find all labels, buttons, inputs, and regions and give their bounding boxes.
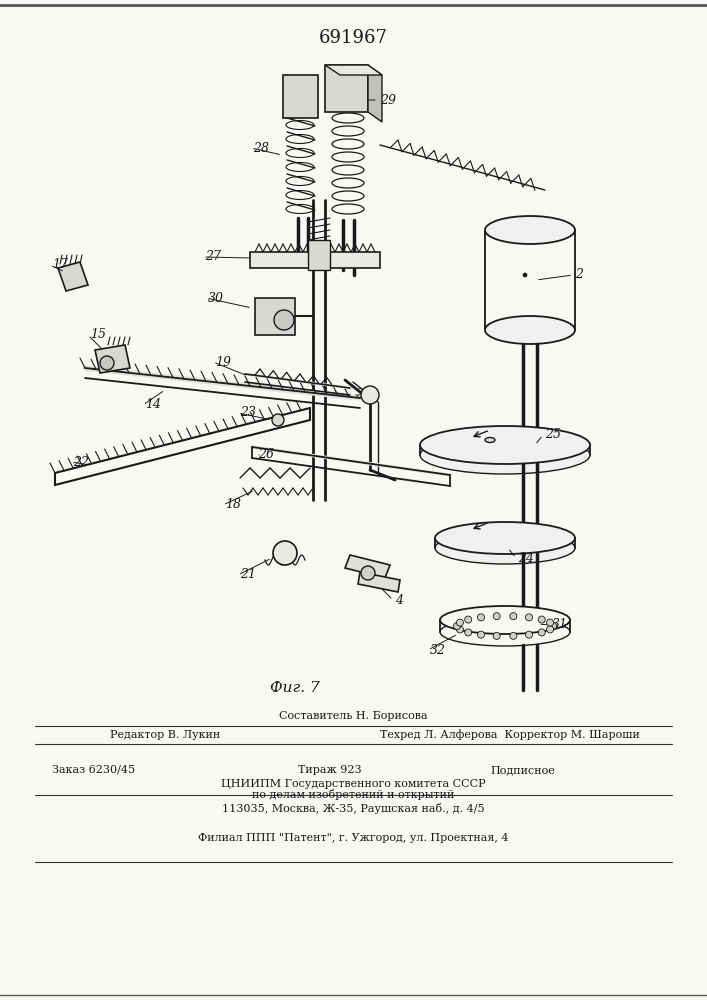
Circle shape xyxy=(464,616,472,623)
Circle shape xyxy=(493,632,500,639)
Text: 20: 20 xyxy=(355,388,371,401)
Text: 29: 29 xyxy=(380,94,396,106)
Text: 30: 30 xyxy=(208,292,224,304)
Circle shape xyxy=(493,613,500,620)
Circle shape xyxy=(510,613,517,620)
Ellipse shape xyxy=(435,532,575,564)
Text: 26: 26 xyxy=(258,448,274,462)
Ellipse shape xyxy=(420,436,590,474)
Text: Подписное: Подписное xyxy=(490,765,555,775)
Text: 27: 27 xyxy=(205,250,221,263)
Circle shape xyxy=(274,310,294,330)
Text: Составитель Н. Борисова: Составитель Н. Борисова xyxy=(279,711,427,721)
Circle shape xyxy=(477,631,484,638)
Text: Техред Л. Алферова  Корректор М. Шароши: Техред Л. Алферова Корректор М. Шароши xyxy=(380,730,640,740)
Circle shape xyxy=(525,631,532,638)
Text: Филиал ППП "Патент", г. Ужгород, ул. Проектная, 4: Филиал ППП "Патент", г. Ужгород, ул. Про… xyxy=(198,833,508,843)
Text: Редактор В. Лукин: Редактор В. Лукин xyxy=(110,730,221,740)
Polygon shape xyxy=(255,298,295,335)
Polygon shape xyxy=(250,252,380,268)
Circle shape xyxy=(100,356,114,370)
Circle shape xyxy=(273,541,297,565)
Text: 32: 32 xyxy=(430,644,446,656)
Text: 21: 21 xyxy=(240,568,256,582)
Text: Заказ 6230/45: Заказ 6230/45 xyxy=(52,765,135,775)
Polygon shape xyxy=(358,572,400,592)
Text: 17: 17 xyxy=(52,258,68,271)
Circle shape xyxy=(549,622,556,630)
Polygon shape xyxy=(325,65,382,75)
Polygon shape xyxy=(58,262,88,291)
Text: 19: 19 xyxy=(215,356,231,368)
Circle shape xyxy=(547,626,554,633)
Polygon shape xyxy=(325,65,368,112)
Circle shape xyxy=(510,632,517,639)
Circle shape xyxy=(453,622,460,630)
Ellipse shape xyxy=(485,216,575,244)
Text: 15: 15 xyxy=(90,328,106,342)
Ellipse shape xyxy=(420,426,590,464)
Text: 28: 28 xyxy=(253,141,269,154)
Text: 25: 25 xyxy=(545,428,561,442)
Circle shape xyxy=(477,614,484,621)
Polygon shape xyxy=(345,555,390,578)
Text: Тираж 923: Тираж 923 xyxy=(298,765,362,775)
Ellipse shape xyxy=(485,438,495,442)
Text: 4: 4 xyxy=(395,593,403,606)
Ellipse shape xyxy=(440,606,570,634)
Text: 31: 31 xyxy=(552,618,568,632)
Polygon shape xyxy=(368,65,382,122)
Text: Фиг. 7: Фиг. 7 xyxy=(270,681,320,695)
Text: 691967: 691967 xyxy=(319,29,387,47)
Text: 24: 24 xyxy=(518,552,534,564)
Circle shape xyxy=(464,629,472,636)
Text: 23: 23 xyxy=(240,406,256,420)
Text: по делам изобретений и открытий: по делам изобретений и открытий xyxy=(252,790,454,800)
Ellipse shape xyxy=(440,618,570,646)
Circle shape xyxy=(547,619,554,626)
Text: 2: 2 xyxy=(575,268,583,282)
Text: 113035, Москва, Ж-35, Раушская наб., д. 4/5: 113035, Москва, Ж-35, Раушская наб., д. … xyxy=(222,802,484,814)
Circle shape xyxy=(523,273,527,277)
Text: ЦНИИПМ Государственного комитета СССР: ЦНИИПМ Государственного комитета СССР xyxy=(221,779,485,789)
Circle shape xyxy=(538,616,545,623)
Circle shape xyxy=(361,386,379,404)
Circle shape xyxy=(538,629,545,636)
Ellipse shape xyxy=(485,316,575,344)
Polygon shape xyxy=(308,240,330,270)
Circle shape xyxy=(457,626,463,633)
Circle shape xyxy=(457,619,463,626)
Text: 18: 18 xyxy=(225,498,241,512)
Circle shape xyxy=(525,614,532,621)
Text: 22: 22 xyxy=(73,456,89,468)
Polygon shape xyxy=(95,345,130,373)
Text: 14: 14 xyxy=(145,398,161,412)
Circle shape xyxy=(361,566,375,580)
Polygon shape xyxy=(283,75,318,118)
Ellipse shape xyxy=(435,522,575,554)
Circle shape xyxy=(272,414,284,426)
